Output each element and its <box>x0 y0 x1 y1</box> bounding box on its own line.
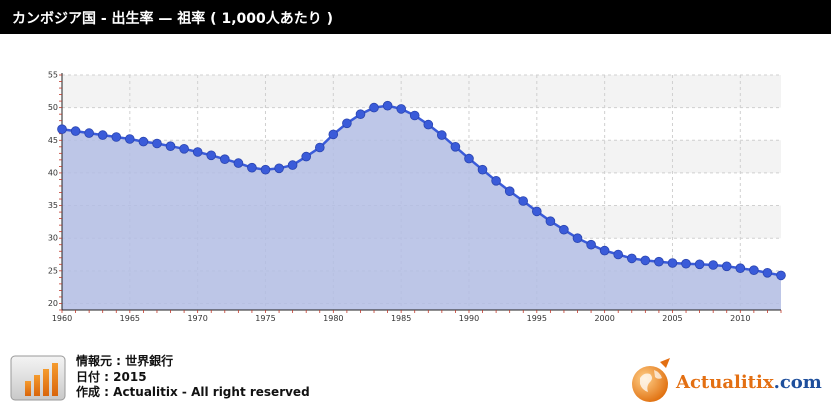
data-point <box>369 102 379 113</box>
brand-name-part2: .com <box>773 372 822 393</box>
data-point <box>111 132 122 142</box>
data-point <box>776 270 786 281</box>
x-tick-label: 1990 <box>459 314 479 323</box>
y-tick-label: 25 <box>48 266 58 275</box>
data-point <box>260 164 271 175</box>
data-point <box>206 150 217 161</box>
data-point <box>749 265 759 276</box>
data-point <box>708 260 718 270</box>
data-point <box>314 142 325 153</box>
y-tick-label: 55 <box>48 71 58 80</box>
x-tick-label: 2010 <box>730 314 750 323</box>
data-point <box>436 130 447 140</box>
data-point <box>409 110 420 121</box>
data-point <box>572 233 583 244</box>
x-tick-label: 1980 <box>323 314 343 323</box>
data-point <box>599 245 610 256</box>
data-point <box>233 158 244 168</box>
data-point <box>735 263 746 274</box>
x-tick-label: 2005 <box>662 314 682 323</box>
brand-logo[interactable]: Actualitix.com <box>626 354 826 406</box>
data-point <box>165 141 176 151</box>
x-tick-label: 1985 <box>391 314 411 323</box>
data-point <box>504 186 515 197</box>
footer-credit: 作成 : Actualitix - All right reserved <box>76 385 310 399</box>
brand-name: Actualitix.com <box>676 372 822 393</box>
globe-icon <box>632 358 670 402</box>
data-point <box>559 224 569 235</box>
bar-chart-icon <box>10 355 66 401</box>
data-point <box>220 154 230 164</box>
chart-points <box>57 100 786 281</box>
data-point <box>179 144 189 154</box>
data-point <box>328 129 339 140</box>
chart-ticks: 20 25 30 35 40 45 50 55 1960 1965 1970 1975 1980 1985… <box>48 71 751 324</box>
data-point <box>721 261 732 272</box>
page-title: カンボジア国 - 出生率 — 祖率 ( 1,000人あたり ) <box>12 11 334 27</box>
data-point <box>382 100 393 111</box>
data-point <box>545 216 556 227</box>
data-point <box>125 134 135 144</box>
data-point <box>464 153 474 164</box>
x-tick-label: 2000 <box>594 314 614 323</box>
data-point <box>531 206 542 217</box>
footer-date: 日付 : 2015 <box>76 369 147 384</box>
y-tick-label: 45 <box>48 136 58 145</box>
data-point <box>355 109 366 119</box>
data-point <box>70 126 81 136</box>
x-tick-label: 1970 <box>187 314 207 323</box>
brand-name-part1: Actualitix <box>676 372 774 393</box>
data-point <box>450 142 461 152</box>
data-point <box>192 147 203 157</box>
series-area <box>62 105 781 310</box>
data-point <box>491 176 501 186</box>
y-tick-label: 20 <box>48 299 58 308</box>
y-tick-label: 35 <box>48 201 58 210</box>
data-point <box>613 249 623 260</box>
chart: 20 25 30 35 40 45 50 55 1960 1965 1970 1975 1980 1985… <box>48 71 786 324</box>
data-point <box>518 196 528 206</box>
data-point <box>423 119 434 130</box>
data-point <box>152 138 162 149</box>
data-point <box>301 151 312 162</box>
x-tick-label: 1960 <box>52 314 72 323</box>
data-point <box>138 136 149 147</box>
grid-band <box>62 75 781 108</box>
data-point <box>342 118 352 129</box>
data-point <box>247 162 257 173</box>
x-tick-label: 1965 <box>120 314 140 323</box>
footer-info: 情報元 : 世界銀行 日付 : 2015 作成 : Actualitix - A… <box>76 354 310 401</box>
data-point <box>626 253 637 264</box>
data-point <box>667 258 678 268</box>
data-point <box>762 268 773 278</box>
data-point <box>84 128 94 138</box>
y-tick-label: 40 <box>48 168 58 177</box>
data-point <box>640 255 651 266</box>
data-point <box>681 258 691 269</box>
data-point <box>57 124 67 134</box>
data-point <box>396 104 407 114</box>
y-tick-label: 50 <box>48 103 58 112</box>
data-point <box>97 130 108 140</box>
data-point <box>586 239 596 250</box>
x-tick-label: 1995 <box>527 314 547 323</box>
data-point <box>477 164 488 175</box>
chart-axes <box>59 73 782 313</box>
x-tick-label: 1975 <box>255 314 275 323</box>
footer-source: 情報元 : 世界銀行 <box>76 354 174 368</box>
data-point <box>654 256 664 267</box>
y-tick-label: 30 <box>48 234 58 243</box>
data-point <box>694 259 705 270</box>
title-bar: カンボジア国 - 出生率 — 祖率 ( 1,000人あたり ) <box>0 0 831 34</box>
data-point <box>274 163 284 174</box>
data-point <box>287 160 298 170</box>
